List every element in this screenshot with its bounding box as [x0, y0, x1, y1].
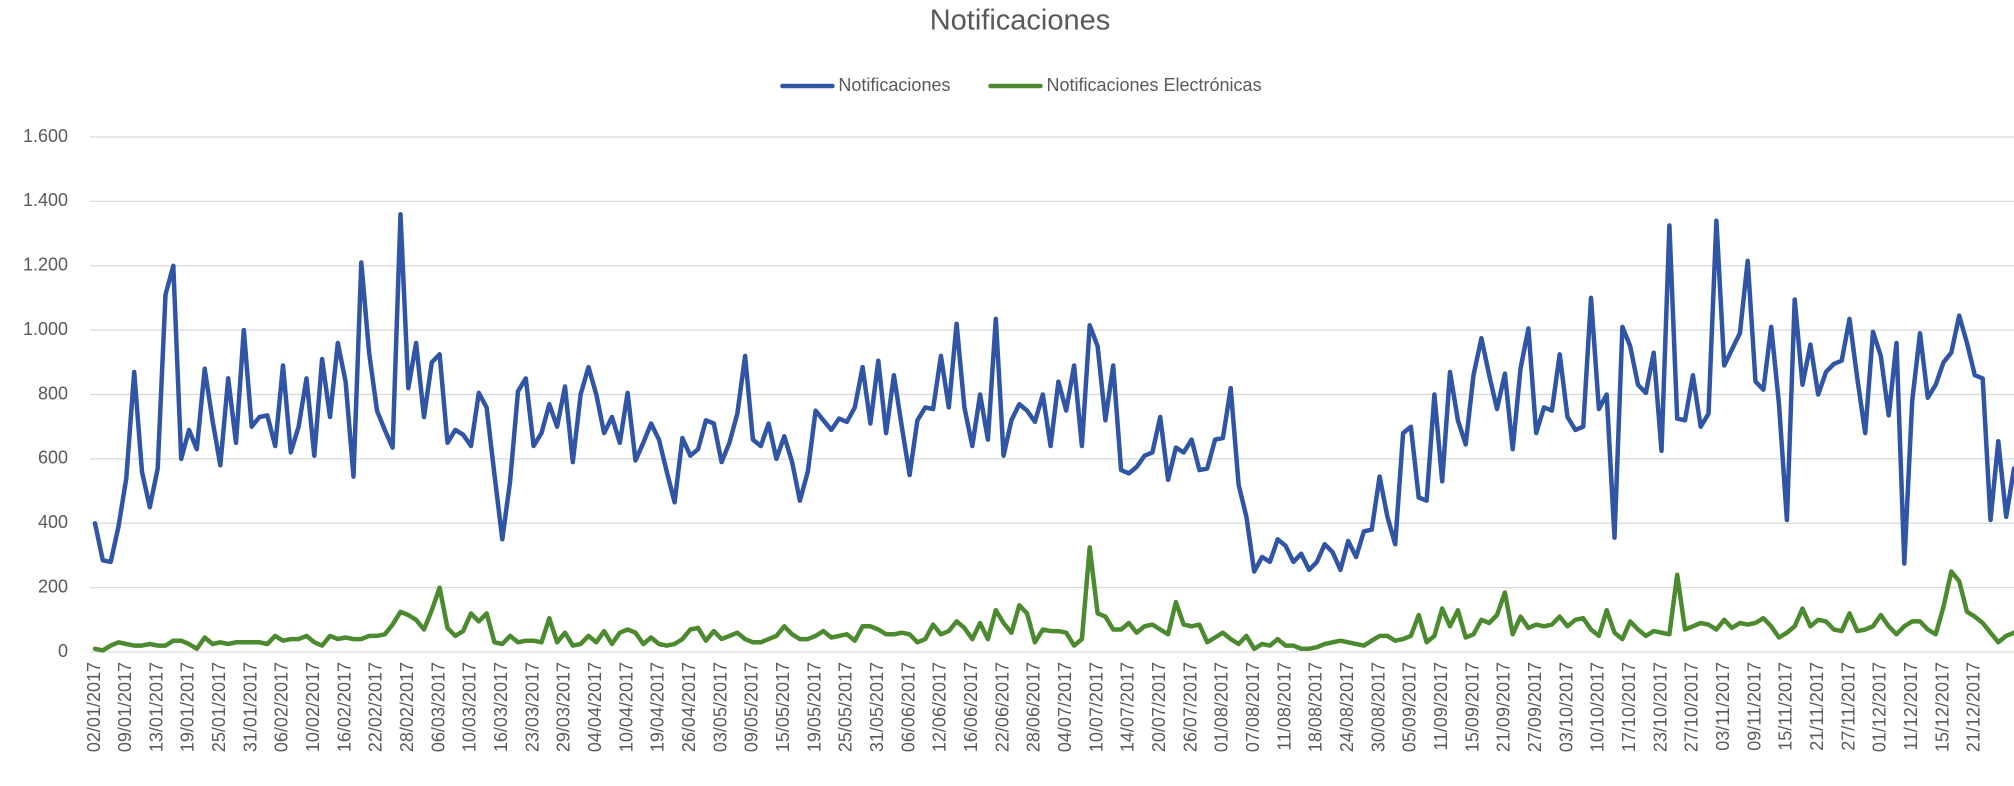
x-tick-label: 21/12/2017	[1964, 662, 1984, 752]
x-tick-label: 13/01/2017	[146, 662, 166, 752]
x-tick-label: 25/05/2017	[836, 662, 856, 752]
x-tick-label: 27/11/2017	[1838, 662, 1858, 751]
x-tick-label: 22/02/2017	[366, 662, 386, 752]
x-tick-label: 03/05/2017	[710, 662, 730, 752]
x-tick-label: 09/11/2017	[1744, 662, 1764, 751]
x-tick-label: 10/04/2017	[616, 662, 636, 752]
x-tick-label: 31/05/2017	[867, 662, 887, 752]
x-tick-label: 18/08/2017	[1306, 662, 1326, 752]
x-tick-label: 12/06/2017	[930, 662, 950, 752]
y-tick-label: 1.200	[23, 255, 68, 275]
x-tick-label: 10/02/2017	[303, 662, 323, 752]
x-tick-label: 11/09/2017	[1431, 662, 1451, 751]
x-tick-label: 24/08/2017	[1337, 662, 1357, 752]
chart-title: Notificaciones	[930, 5, 1111, 37]
x-tick-label: 17/10/2017	[1619, 662, 1639, 752]
x-tick-label: 10/10/2017	[1588, 662, 1608, 752]
x-tick-label: 11/12/2017	[1901, 662, 1921, 751]
x-tick-label: 09/01/2017	[115, 662, 135, 752]
x-tick-label: 06/03/2017	[428, 662, 448, 752]
x-tick-label: 07/08/2017	[1243, 662, 1263, 752]
x-tick-label: 11/08/2017	[1274, 662, 1294, 751]
x-tick-label: 20/07/2017	[1149, 662, 1169, 752]
x-tick-label: 10/07/2017	[1086, 662, 1106, 752]
x-tick-label: 26/07/2017	[1180, 662, 1200, 752]
x-tick-label: 16/03/2017	[491, 662, 511, 752]
y-tick-label: 1.000	[23, 319, 68, 339]
x-tick-label: 28/06/2017	[1024, 662, 1044, 752]
x-tick-label: 04/04/2017	[585, 662, 605, 752]
x-tick-label: 28/02/2017	[397, 662, 417, 752]
x-tick-label: 15/09/2017	[1462, 662, 1482, 752]
x-tick-label: 30/08/2017	[1368, 662, 1388, 752]
x-tick-label: 19/04/2017	[648, 662, 668, 752]
x-tick-label: 16/02/2017	[334, 662, 354, 752]
x-tick-label: 31/01/2017	[240, 662, 260, 752]
legend-label: Notificaciones Electrónicas	[1046, 75, 1261, 95]
y-tick-label: 1.400	[23, 190, 68, 210]
x-tick-label: 06/02/2017	[272, 662, 292, 752]
y-tick-label: 400	[38, 512, 68, 532]
x-tick-label: 09/05/2017	[742, 662, 762, 752]
x-tick-label: 21/11/2017	[1807, 662, 1827, 751]
y-tick-label: 0	[58, 641, 68, 661]
legend-label: Notificaciones	[838, 75, 950, 95]
x-tick-label: 16/06/2017	[961, 662, 981, 752]
x-tick-label: 03/11/2017	[1713, 662, 1733, 751]
x-tick-label: 27/09/2017	[1525, 662, 1545, 752]
x-tick-label: 05/09/2017	[1400, 662, 1420, 752]
x-tick-label: 14/07/2017	[1118, 662, 1138, 752]
y-tick-label: 800	[38, 383, 68, 403]
y-tick-label: 200	[38, 576, 68, 596]
x-tick-label: 21/09/2017	[1494, 662, 1514, 752]
chart: Notificaciones 0 200 400 600 800 1.000 1.200 1.…	[0, 0, 2014, 786]
series-line	[95, 547, 2014, 650]
x-tick-label: 19/05/2017	[804, 662, 824, 752]
x-tick-label: 23/10/2017	[1650, 662, 1670, 752]
x-tick-label: 25/01/2017	[209, 662, 229, 752]
x-tick-label: 03/10/2017	[1556, 662, 1576, 752]
x-tick-label: 26/04/2017	[679, 662, 699, 752]
series-line	[95, 214, 2014, 571]
y-tick-label: 1.600	[23, 126, 68, 146]
x-tick-label: 01/12/2017	[1870, 662, 1890, 752]
x-tick-label: 10/03/2017	[460, 662, 480, 752]
x-tick-label: 22/06/2017	[992, 662, 1012, 752]
x-tick-label: 15/11/2017	[1776, 662, 1796, 751]
x-tick-label: 29/03/2017	[554, 662, 574, 752]
x-tick-label: 19/01/2017	[178, 662, 198, 752]
x-tick-label: 01/08/2017	[1212, 662, 1232, 752]
x-tick-label: 15/12/2017	[1932, 662, 1952, 752]
x-tick-label: 15/05/2017	[773, 662, 793, 752]
x-tick-label: 06/06/2017	[898, 662, 918, 752]
legend: Notificaciones Notificaciones Electrónica…	[782, 75, 1261, 95]
x-tick-label: 02/01/2017	[84, 662, 104, 752]
x-tick-label: 23/03/2017	[522, 662, 542, 752]
y-tick-label: 600	[38, 448, 68, 468]
x-tick-label: 27/10/2017	[1682, 662, 1702, 752]
x-tick-label: 04/07/2017	[1055, 662, 1075, 752]
